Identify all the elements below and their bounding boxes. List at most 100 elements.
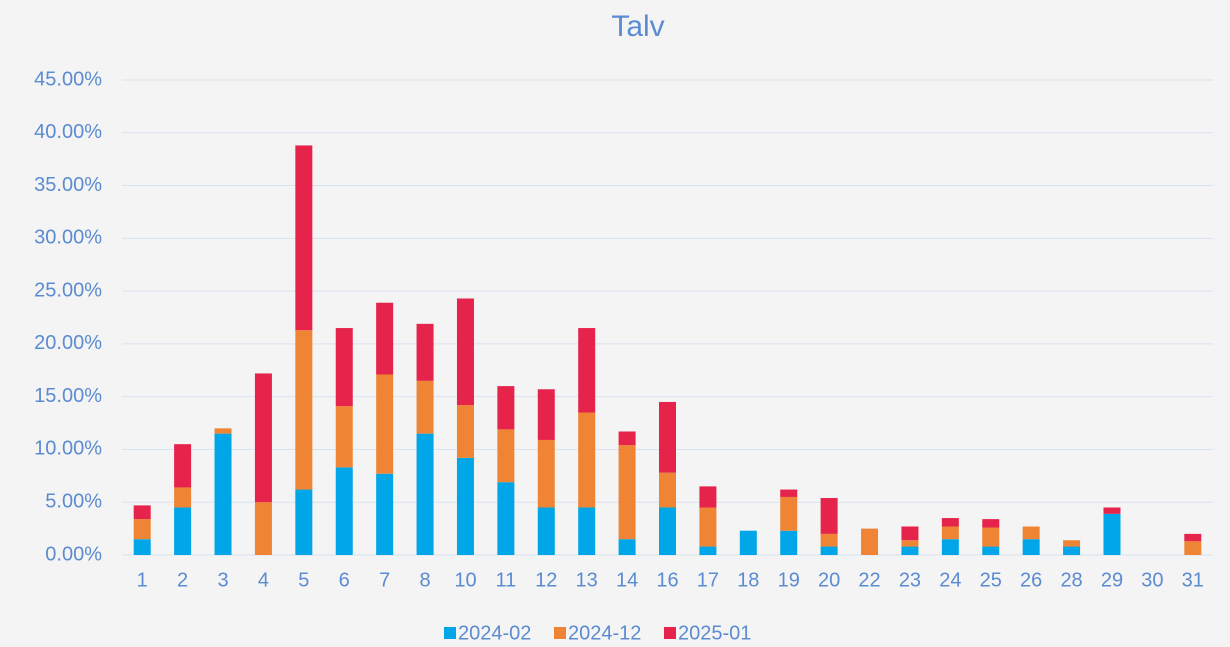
x-tick-label: 31 [1182,569,1204,591]
x-tick-label: 26 [1020,569,1042,591]
bar-segment [376,302,394,375]
y-tick-label: 40.00% [34,121,102,143]
bar-segment [901,540,919,547]
bar-segment [133,519,151,540]
x-tick-label: 12 [535,569,557,591]
bar-segment [1184,533,1202,542]
bar-segment [901,546,919,555]
bar-segment [1063,540,1081,547]
bar-segment [456,405,474,458]
x-tick-label: 4 [258,569,269,591]
x-tick-label: 24 [939,569,961,591]
bar-segment [174,487,192,508]
bar-segment [416,323,434,381]
chart-title: Talv [611,10,664,43]
x-tick-label: 18 [737,569,759,591]
legend-swatch [554,627,566,639]
bar-segment [1103,507,1121,514]
bar-segment [254,373,272,503]
bar-segment [295,330,313,490]
bar-segment [1184,541,1202,555]
x-tick-label: 14 [616,569,638,591]
bar-segment [699,546,717,555]
bar-segment [133,505,151,520]
bar-segment [659,401,676,473]
x-tick-label: 19 [778,569,800,591]
bar-segment [820,546,838,555]
bar-segment [739,530,757,555]
bar-segment [295,145,313,331]
bar-segment [497,482,515,555]
bar-segment [618,445,636,540]
bar-segment [659,507,676,555]
bar-segment [820,498,838,534]
bar-segment [174,507,192,555]
y-tick-label: 10.00% [34,438,102,460]
y-tick-label: 5.00% [45,491,102,513]
bar-segment [1103,513,1121,555]
x-tick-label: 1 [137,569,148,591]
bar-segment [618,539,636,555]
bar-segment [416,380,434,434]
bar-segment [335,406,353,468]
x-tick-label: 13 [576,569,598,591]
y-tick-label: 45.00% [34,68,102,90]
x-tick-label: 11 [495,569,516,591]
bar-segment [780,496,798,531]
x-tick-label: 6 [339,569,350,591]
bar-segment [416,433,434,555]
bar-segment [335,467,353,555]
x-tick-label: 7 [379,569,390,591]
x-tick-label: 20 [818,569,840,591]
bar-segment [456,457,474,555]
bar-segment [578,412,596,508]
legend-swatch [444,627,456,639]
bar-segment [376,473,394,555]
bar-segment [820,533,838,547]
bar-segment [699,486,717,508]
bar-segment [618,431,636,446]
bar-segment [537,507,555,555]
x-tick-label: 8 [419,569,430,591]
bar-segment [335,328,353,407]
y-tick-label: 0.00% [45,543,102,565]
bar-segment [537,439,555,508]
x-tick-label: 5 [298,569,309,591]
bar-segment [497,386,515,430]
bar-segment [1063,546,1081,555]
legend-label: 2025-01 [678,622,751,644]
bar-segment [376,374,394,474]
x-tick-label: 17 [697,569,719,591]
x-tick-label: 28 [1060,569,1082,591]
x-tick-label: 29 [1101,569,1123,591]
x-tick-label: 16 [656,569,678,591]
bar-segment [901,526,919,541]
legend-label: 2024-02 [458,622,531,644]
bar-segment [214,433,232,555]
bar-segment [133,539,151,555]
bar-segment [941,526,959,540]
bar-segment [254,502,272,555]
bar-segment [1022,539,1040,555]
bar-segment [982,519,1000,528]
y-tick-label: 20.00% [34,332,102,354]
legend-label: 2024-12 [568,622,641,644]
bar-segment [780,530,798,555]
bar-segment [295,489,313,555]
bar-segment [578,507,596,555]
x-tick-label: 2 [177,569,188,591]
y-tick-label: 35.00% [34,174,102,196]
bar-segment [941,518,959,527]
bar-segment [174,444,192,488]
bar-segment [578,328,596,413]
bar-segment [941,539,959,555]
x-tick-label: 10 [454,569,476,591]
legend-swatch [664,627,676,639]
x-tick-label: 23 [899,569,921,591]
y-tick-label: 15.00% [34,385,102,407]
bar-segment [456,298,474,406]
x-tick-label: 30 [1141,569,1163,591]
x-tick-label: 22 [858,569,880,591]
y-tick-label: 25.00% [34,279,102,301]
bar-segment [1022,526,1040,540]
